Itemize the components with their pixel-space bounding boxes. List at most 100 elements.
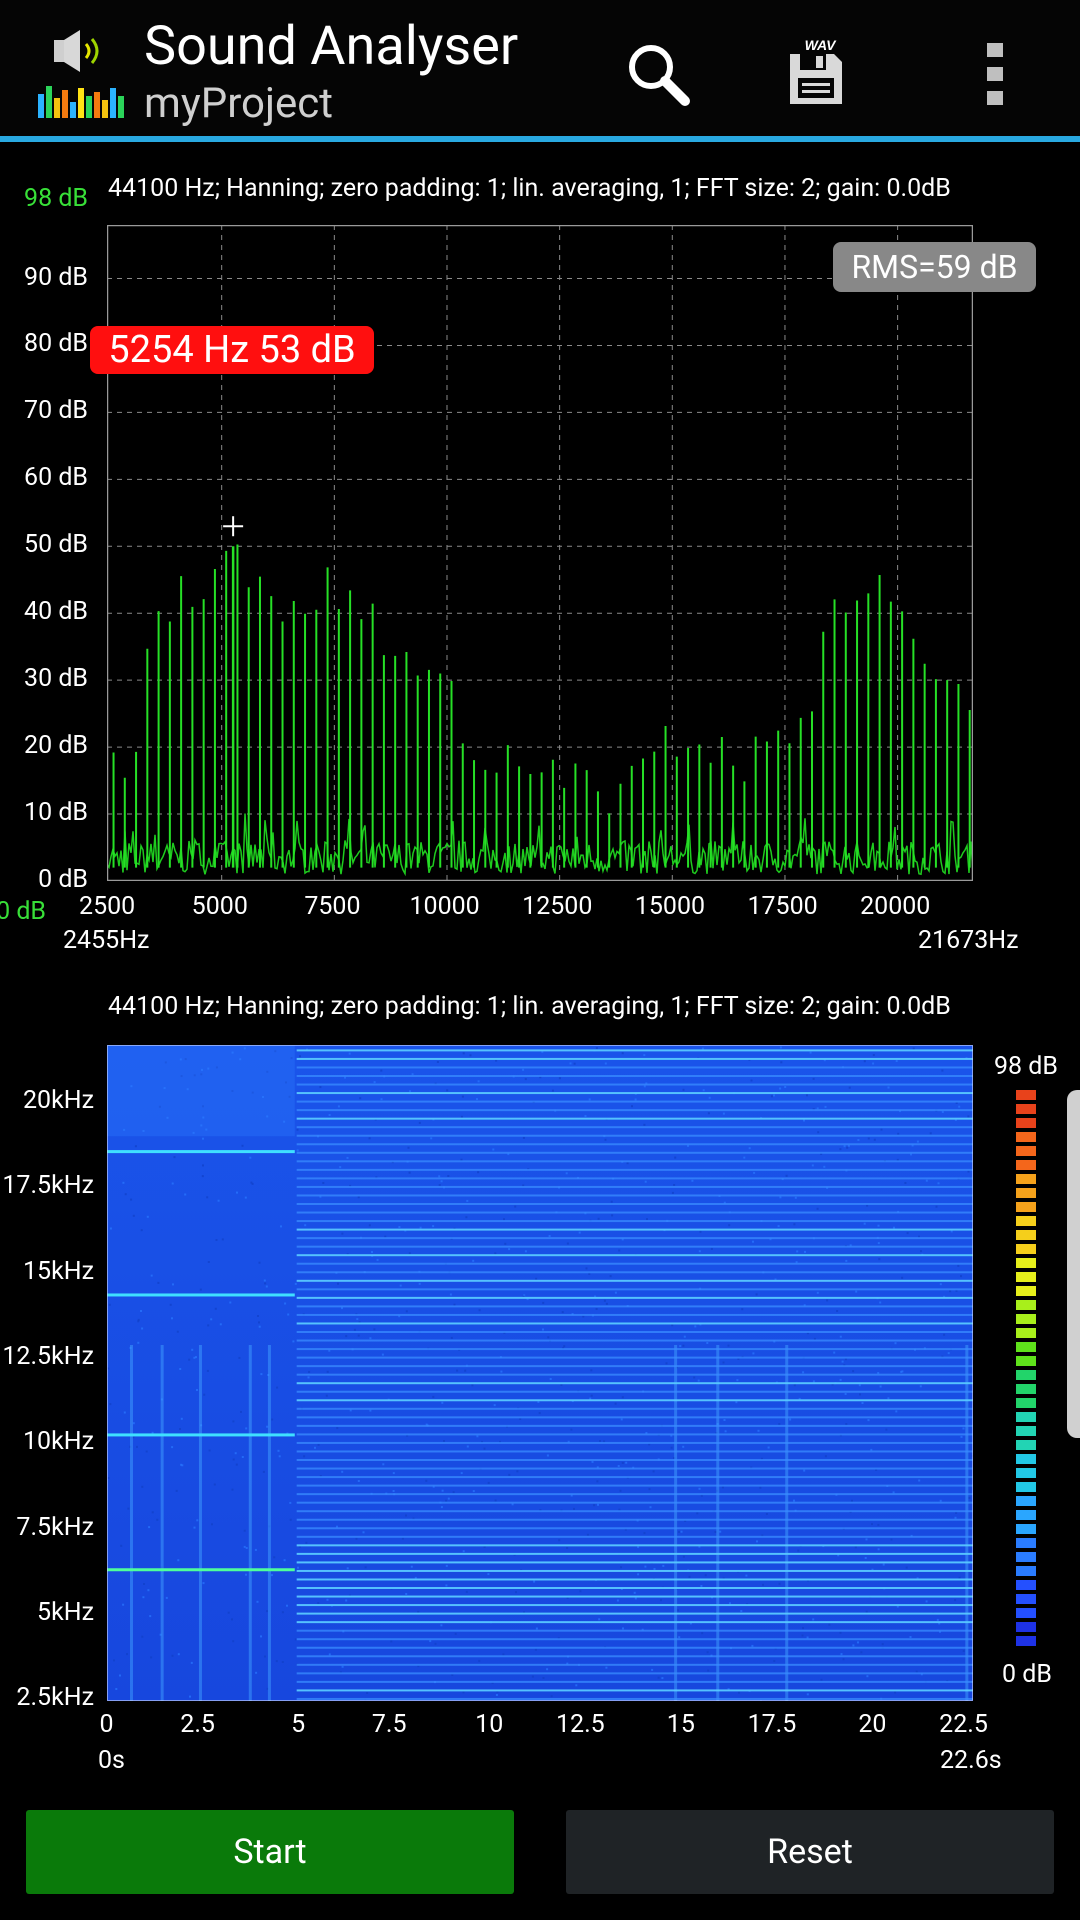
spectrogram-speckle xyxy=(906,1232,909,1235)
spectrogram-speckle xyxy=(122,1603,125,1606)
spectrogram-speckle xyxy=(231,1618,233,1621)
spectrogram-speckle xyxy=(469,1054,472,1057)
spectrogram-speckle xyxy=(522,1295,525,1298)
spectrum-plot[interactable] xyxy=(107,225,973,881)
spectrogram-speckle xyxy=(865,1538,868,1541)
spectrogram-speckle xyxy=(962,1427,965,1430)
spectrogram-speckle xyxy=(895,1060,898,1062)
spectrogram-speckle xyxy=(847,1144,850,1147)
spectrogram-speckle xyxy=(871,1523,873,1526)
spectrogram-harmonic-line xyxy=(296,1151,973,1154)
spectrogram-speckle xyxy=(203,1393,206,1396)
spectrogram-speckle xyxy=(476,1098,478,1101)
spectrogram-speckle xyxy=(177,1559,180,1562)
spectrogram-onset xyxy=(248,1345,252,1701)
spectrogram-speckle xyxy=(507,1153,510,1156)
spectrogram-harmonic-line xyxy=(296,1322,973,1325)
spectrogram-speckle xyxy=(465,1216,468,1219)
spectrogram-harmonic-line xyxy=(296,1561,973,1564)
spectrogram-speckle xyxy=(677,1609,679,1612)
spectrogram-speckle xyxy=(243,1047,246,1050)
spectrogram-harmonic-line xyxy=(296,1331,973,1334)
spectrogram-speckle xyxy=(743,1156,746,1159)
spectrogram-speckle xyxy=(186,1088,189,1091)
spectrogram-speckle xyxy=(748,1147,751,1150)
spectrogram-harmonic-line xyxy=(296,1092,973,1095)
spectrogram-speckle xyxy=(411,1073,414,1076)
spectrogram-speckle xyxy=(271,1418,274,1421)
spectrogram-speckle xyxy=(599,1440,601,1443)
spectrogram-onset xyxy=(965,1345,969,1701)
spectrogram-speckle xyxy=(610,1200,613,1203)
spectrogram-speckle xyxy=(414,1576,417,1579)
spectrogram-speckle xyxy=(447,1497,450,1500)
spectrogram-speckle xyxy=(872,1054,875,1056)
spectrogram-speckle xyxy=(741,1308,744,1311)
spectrogram-speckle xyxy=(605,1666,608,1669)
spectrogram-speckle xyxy=(773,1660,776,1662)
spectrogram-speckle xyxy=(447,1175,450,1177)
spectrogram-speckle xyxy=(773,1094,775,1097)
spectrogram-speckle xyxy=(275,1660,278,1663)
spectrogram-speckle xyxy=(901,1276,904,1279)
spectrogram-speckle xyxy=(682,1445,685,1448)
spectrogram-speckle xyxy=(287,1313,290,1316)
spectrogram-speckle xyxy=(449,1293,452,1296)
spectrogram-speckle xyxy=(273,1556,276,1559)
overflow-menu-button[interactable] xyxy=(952,28,1038,120)
spectrogram-speckle xyxy=(691,1179,694,1182)
spectrogram-speckle xyxy=(880,1128,883,1131)
spectrogram-speckle xyxy=(266,1070,269,1073)
spectrogram-speckle xyxy=(450,1336,453,1339)
spectrogram-speckle xyxy=(866,1675,869,1678)
spectrogram-speckle xyxy=(893,1226,895,1229)
spectrogram-speckle xyxy=(307,1376,310,1379)
spectrogram-plot[interactable] xyxy=(107,1045,973,1701)
spectrogram-tone-line xyxy=(107,1433,295,1437)
spectrogram-speckle xyxy=(877,1523,880,1526)
spectrogram-x-tick: 17.5 xyxy=(747,1710,797,1739)
spectrogram-speckle xyxy=(900,1370,903,1373)
spectrogram-speckle xyxy=(688,1575,691,1578)
reset-button[interactable]: Reset xyxy=(566,1810,1054,1894)
spectrogram-speckle xyxy=(682,1088,685,1091)
color-scale-step xyxy=(1016,1636,1036,1646)
spectrogram-speckle xyxy=(130,1085,133,1088)
start-button[interactable]: Start xyxy=(26,1810,514,1894)
spectrogram-speckle xyxy=(207,1324,210,1327)
spectrogram-speckle xyxy=(418,1121,421,1124)
spectrogram-speckle xyxy=(811,1164,814,1167)
spectrogram-speckle xyxy=(466,1199,469,1202)
spectrogram-speckle xyxy=(845,1423,848,1426)
spectrogram-speckle xyxy=(745,1574,748,1577)
spectrogram-speckle xyxy=(193,1074,196,1077)
color-scale-step xyxy=(1016,1230,1036,1240)
spectrogram-speckle xyxy=(877,1242,880,1245)
spectrogram-speckle xyxy=(753,1171,756,1174)
spectrogram-speckle xyxy=(873,1138,876,1141)
spectrogram-speckle xyxy=(573,1507,575,1510)
save-wav-button[interactable]: WAV xyxy=(770,28,862,120)
spectrogram-speckle xyxy=(326,1598,329,1601)
spectrogram-speckle xyxy=(887,1086,890,1089)
spectrogram-speckle xyxy=(266,1115,269,1118)
spectrogram-speckle xyxy=(524,1078,527,1081)
spectrogram-speckle xyxy=(740,1610,743,1612)
spectrogram-speckle xyxy=(349,1184,352,1187)
spectrogram-x-tick: 12.5 xyxy=(555,1710,605,1739)
spectrogram-speckle xyxy=(526,1298,529,1301)
spectrogram-speckle xyxy=(755,1293,758,1296)
spectrogram-speckle xyxy=(539,1509,542,1512)
spectrogram-speckle xyxy=(150,1274,153,1277)
spectrum-x-tick: 20000 xyxy=(860,892,931,921)
side-panel-handle[interactable] xyxy=(1067,1090,1080,1438)
spectrogram-speckle xyxy=(621,1052,624,1055)
search-button[interactable] xyxy=(612,28,704,120)
peak-frequency-badge: 5254 Hz 53 dB xyxy=(90,326,374,374)
spectrogram-speckle xyxy=(141,1485,144,1488)
spectrogram-speckle xyxy=(373,1328,376,1331)
sound-analyser-logo-icon xyxy=(36,28,128,120)
spectrogram-speckle xyxy=(451,1674,454,1676)
spectrogram-speckle xyxy=(546,1454,549,1457)
spectrogram-speckle xyxy=(955,1511,958,1514)
